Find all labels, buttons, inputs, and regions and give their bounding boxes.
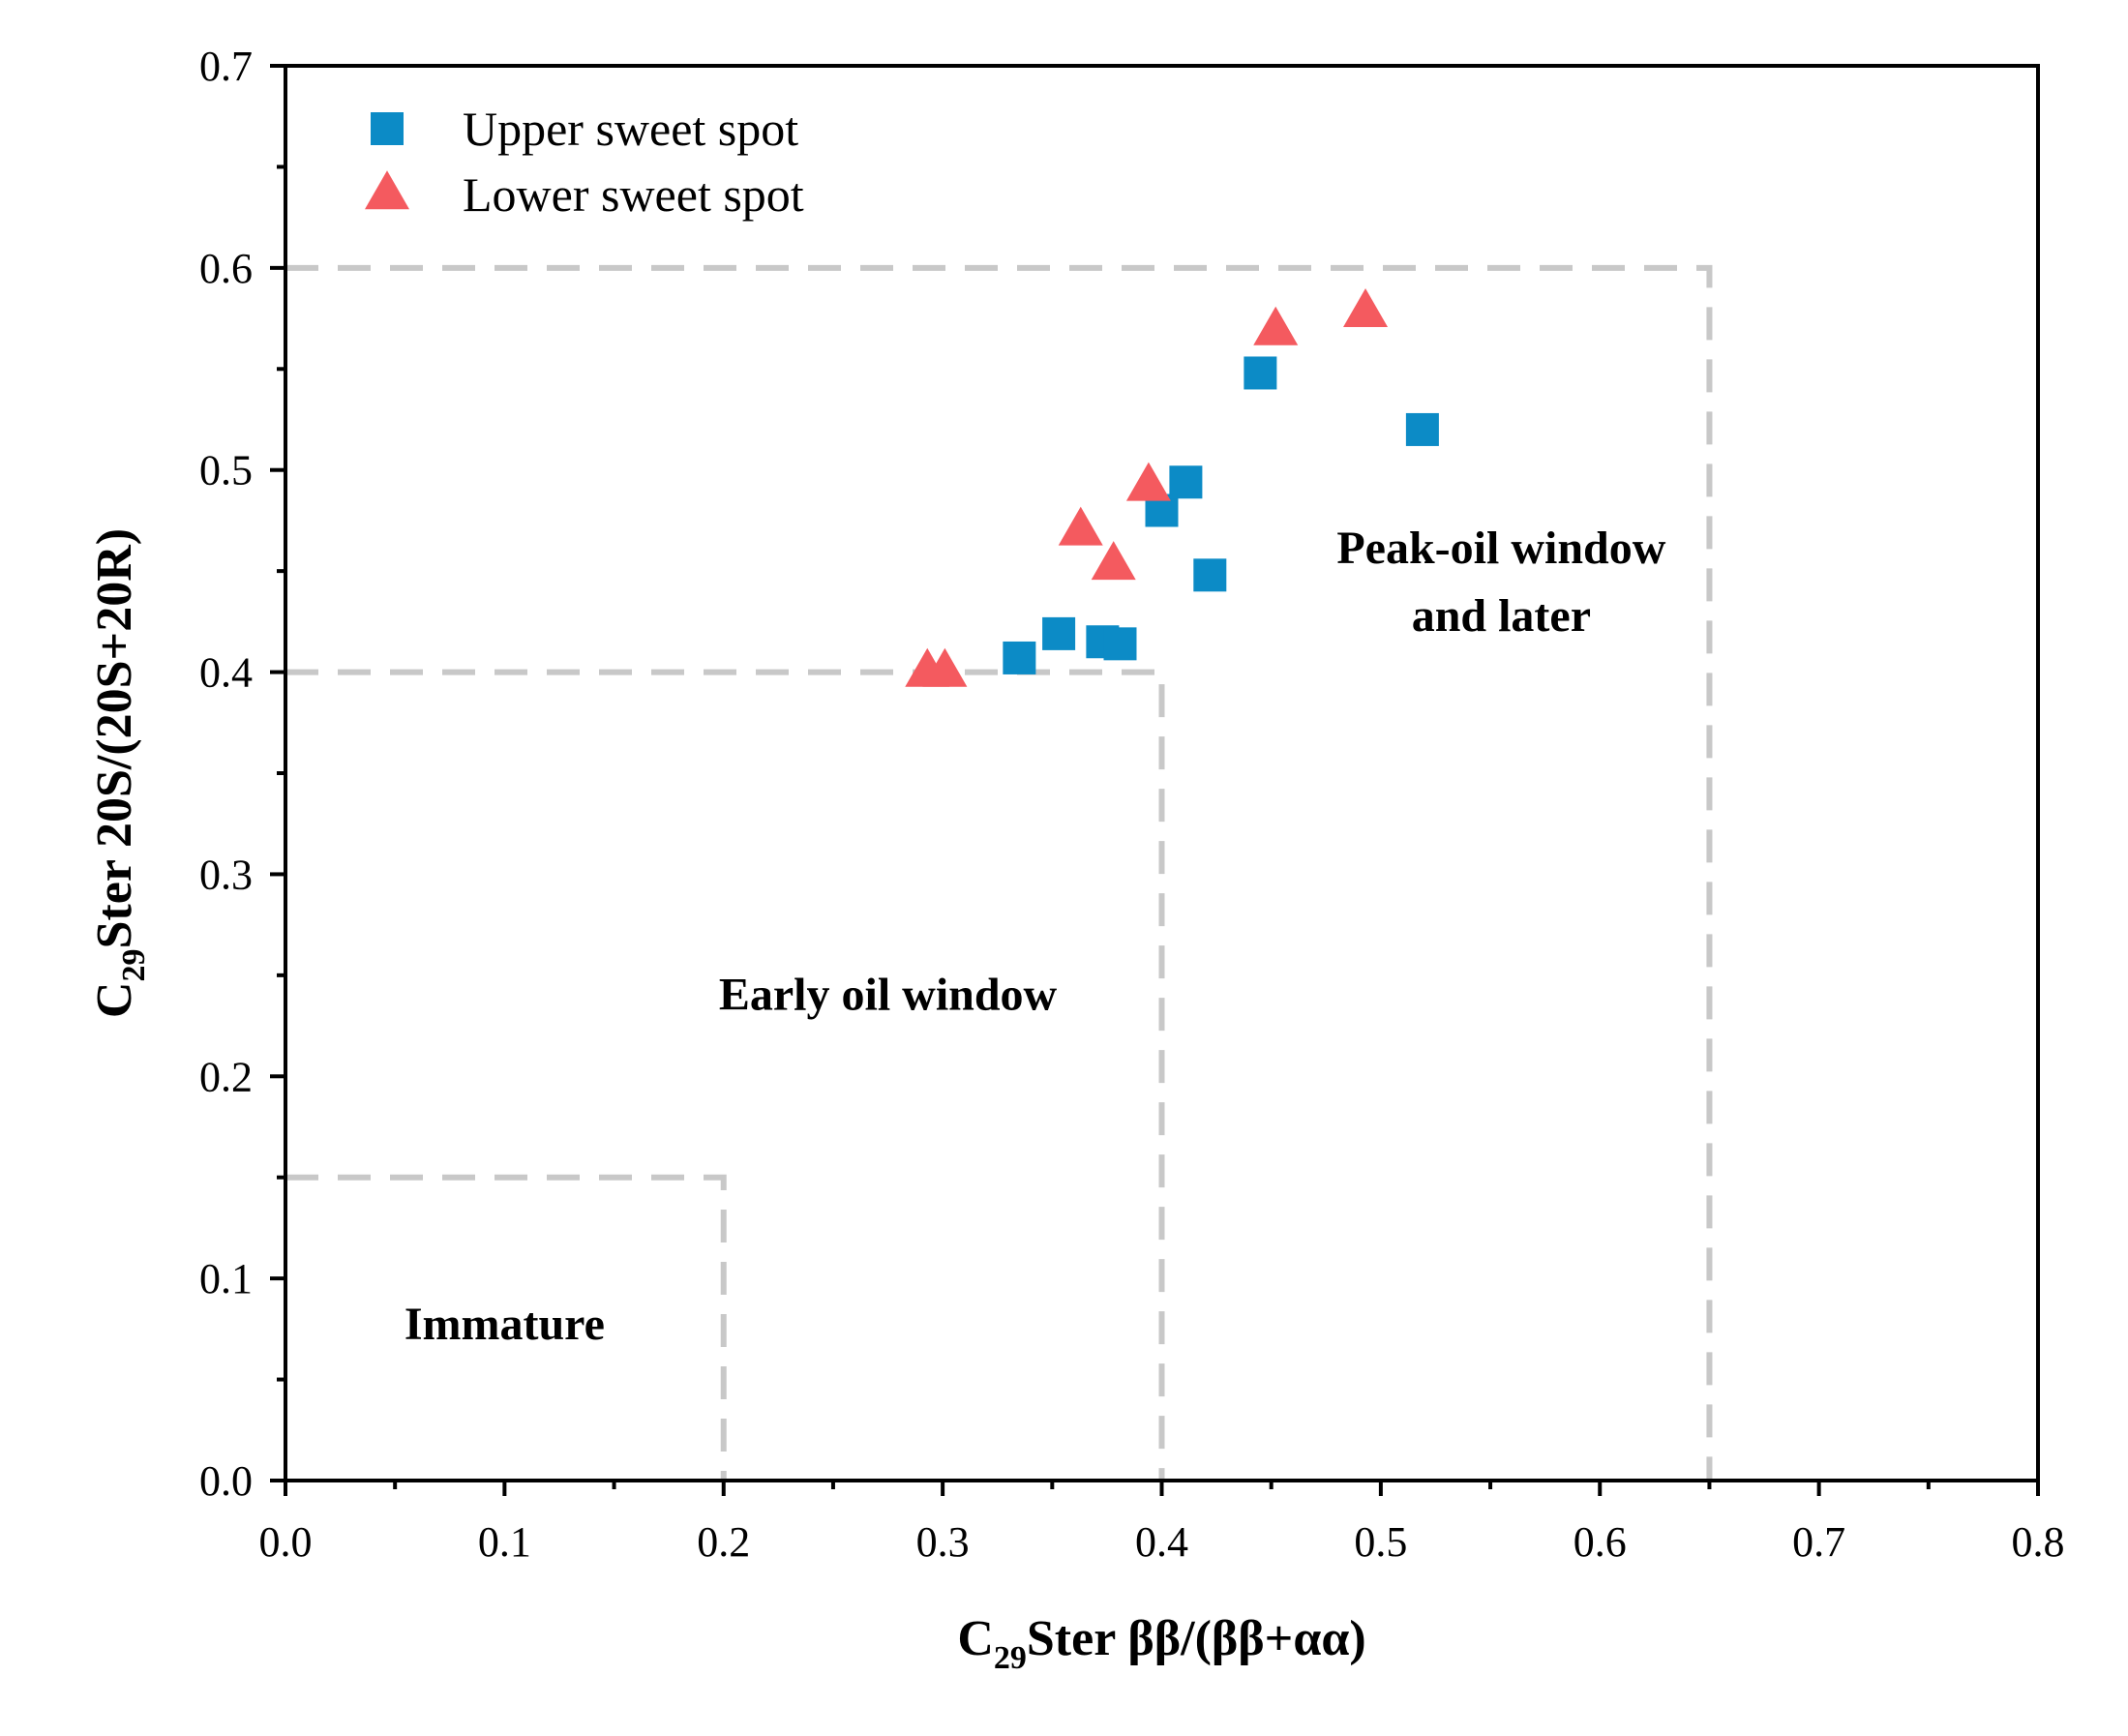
x-tick-label: 0.2 bbox=[697, 1518, 750, 1566]
x-tick-label: 0.6 bbox=[1574, 1518, 1627, 1566]
region-labels: Immature Early oil window Peak-oil window a… bbox=[405, 523, 1666, 1350]
immature-boundary bbox=[285, 1174, 727, 1481]
immature-label: Immature bbox=[405, 1299, 605, 1350]
x-tick-label: 0.3 bbox=[916, 1518, 970, 1566]
upper-sweet-spot-point bbox=[1193, 558, 1227, 592]
y-tick-label: 0.6 bbox=[199, 245, 253, 292]
y-tick-label: 0.0 bbox=[199, 1457, 253, 1505]
x-tick-label: 0.8 bbox=[2012, 1518, 2065, 1566]
y-tick-label: 0.7 bbox=[199, 43, 253, 90]
lower-sweet-spot-point bbox=[1091, 541, 1136, 581]
x-tick-label: 0.4 bbox=[1135, 1518, 1188, 1566]
peak-oil-label: Peak-oil window and later bbox=[1336, 523, 1665, 642]
lower-sweet-spot-series bbox=[905, 288, 1389, 687]
legend-label: Lower sweet spot bbox=[463, 167, 804, 222]
early-oil-label: Early oil window bbox=[719, 969, 1058, 1020]
x-tick-label: 0.7 bbox=[1792, 1518, 1845, 1566]
y-tick-label: 0.1 bbox=[199, 1255, 253, 1302]
upper-sweet-spot-series bbox=[1003, 356, 1439, 674]
maturity-boundaries bbox=[285, 264, 1713, 1481]
upper-sweet-spot-point bbox=[1103, 627, 1137, 661]
x-tick-label: 0.0 bbox=[259, 1518, 313, 1566]
y-tick-label: 0.2 bbox=[199, 1053, 253, 1100]
upper-sweet-spot-point bbox=[1244, 356, 1277, 390]
upper-sweet-spot-point bbox=[1169, 465, 1203, 499]
upper-sweet-spot-point bbox=[1003, 641, 1036, 674]
x-tick-label: 0.1 bbox=[478, 1518, 531, 1566]
y-axis-title: C29Ster 20S/(20S+20R) bbox=[87, 528, 152, 1018]
upper-sweet-spot-point bbox=[1405, 412, 1439, 446]
lower-sweet-spot-point bbox=[1125, 462, 1171, 501]
early-oil-boundary bbox=[285, 669, 1165, 1481]
x-axis-title: C29Ster ββ/(ββ+αα) bbox=[957, 1611, 1365, 1676]
upper-sweet-spot-point bbox=[1042, 616, 1076, 650]
legend-label: Upper sweet spot bbox=[463, 102, 798, 156]
lower-sweet-spot-point bbox=[1058, 506, 1103, 546]
legend-triangle-marker bbox=[365, 170, 409, 210]
lower-sweet-spot-point bbox=[1253, 306, 1299, 345]
legend: Upper sweet spot Lower sweet spot bbox=[365, 102, 804, 222]
lower-sweet-spot-point bbox=[922, 647, 968, 687]
axis-ticks: 0.0 0.1 0.2 0.3 0.4 0.5 0.6 0.7 0.8 0.0 0.1 0.2 0.3 0… bbox=[199, 43, 2065, 1566]
legend-square-marker bbox=[371, 112, 404, 145]
y-tick-label: 0.5 bbox=[199, 447, 253, 494]
peak-oil-boundary bbox=[285, 264, 1713, 1481]
y-tick-label: 0.4 bbox=[199, 649, 253, 697]
x-tick-label: 0.5 bbox=[1354, 1518, 1407, 1566]
lower-sweet-spot-point bbox=[1343, 288, 1389, 328]
data-points bbox=[905, 288, 1439, 687]
y-tick-label: 0.3 bbox=[199, 851, 253, 898]
